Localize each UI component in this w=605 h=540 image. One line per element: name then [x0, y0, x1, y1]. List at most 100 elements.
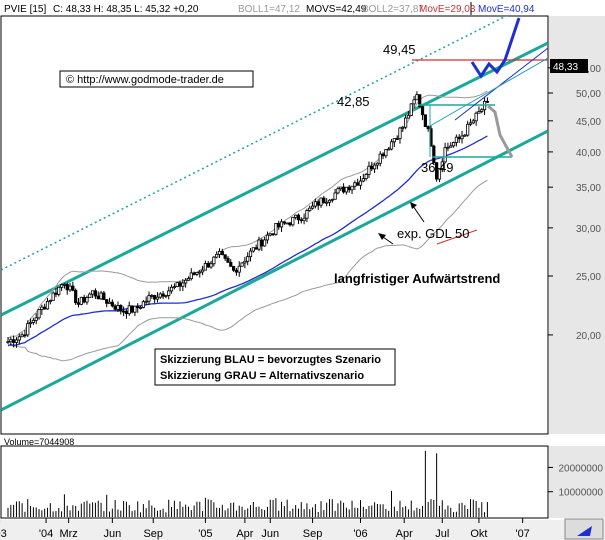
- moving-average-line: [7, 135, 488, 347]
- time-tick-label: Okt: [470, 528, 487, 540]
- candle-body: [341, 186, 346, 193]
- candle-body: [82, 296, 86, 303]
- volume-axis-panel: [549, 446, 605, 518]
- candle-body: [223, 254, 227, 259]
- candle-body: [381, 153, 385, 157]
- candle-body: [48, 300, 52, 302]
- candle-body: [113, 305, 117, 310]
- blue-fan-line-2: [429, 57, 548, 127]
- candle-body: [91, 290, 95, 295]
- header-move-41: MovE=40,94: [478, 4, 535, 15]
- bollinger-upper: [7, 90, 488, 340]
- candle-body: [395, 138, 399, 140]
- candle-body: [319, 197, 323, 206]
- candle-body: [175, 282, 179, 287]
- candle-body: [119, 305, 123, 312]
- volume-bars: [7, 450, 488, 517]
- candle-body: [248, 250, 253, 258]
- candle-body: [302, 217, 306, 222]
- candle-body: [372, 164, 377, 170]
- candle-body: [12, 339, 16, 343]
- candle-body: [240, 262, 244, 267]
- candle-body: [268, 233, 272, 236]
- candle-body: [99, 292, 103, 300]
- volume-tick-label: 20000000: [559, 463, 604, 474]
- time-tick-label: Sep: [303, 528, 323, 540]
- candle-body: [57, 286, 61, 295]
- time-tick-label: Jun: [261, 528, 279, 540]
- bollinger-lower: [7, 179, 488, 362]
- candle-body: [110, 301, 114, 307]
- candle-body: [203, 263, 207, 271]
- scroll-arrow-icon[interactable]: [577, 526, 592, 536]
- time-tick-label: '03: [0, 528, 7, 540]
- candle-body: [209, 263, 213, 268]
- candle-body: [260, 239, 264, 247]
- candle-body: [17, 336, 21, 341]
- candle-body: [418, 94, 422, 108]
- time-tick-label: Mrz: [59, 528, 77, 540]
- price-tick-label: 20,00: [576, 331, 601, 342]
- candle-body: [409, 103, 413, 116]
- candle-body: [189, 272, 193, 280]
- price-tick-label: 45,00: [576, 117, 601, 128]
- candle-body: [20, 334, 24, 338]
- candle-body: [251, 247, 255, 252]
- candle-body: [398, 127, 402, 140]
- price-plot: [1, 16, 548, 412]
- candle-body: [246, 256, 250, 262]
- candle-body: [65, 283, 69, 291]
- label-mid: 42,85: [337, 94, 370, 109]
- candle-body: [412, 99, 416, 105]
- candle-body: [161, 293, 165, 297]
- label-high: 49,45: [383, 42, 416, 57]
- volume-axis-ticks: 10000000 20000000: [548, 463, 604, 499]
- candle-body: [31, 319, 35, 323]
- candle-body: [387, 148, 391, 151]
- candle-body: [147, 295, 151, 302]
- volume-label: Volume=7044908: [4, 437, 74, 447]
- candle-body: [449, 145, 453, 148]
- candle-body: [432, 145, 436, 164]
- scenario-line-gray: Skizzierung GRAU = Alternativszenario: [160, 370, 364, 382]
- candle-body: [327, 199, 332, 203]
- candle-body: [347, 186, 351, 191]
- blue-scenario-path: [470, 17, 521, 79]
- candle-body: [150, 295, 154, 297]
- scenario-line-blue: Skizzierung BLAU = bevorzugtes Szenario: [160, 354, 381, 366]
- time-tick-label: '07: [515, 528, 529, 540]
- candle-body: [138, 307, 143, 309]
- candle-body: [420, 106, 425, 116]
- candle-body: [212, 256, 216, 265]
- candle-body: [378, 153, 382, 164]
- time-axis-panel: [0, 520, 605, 540]
- candle-body: [124, 310, 129, 315]
- header-ticker: PVIE [15]: [4, 4, 46, 15]
- candle-body: [133, 305, 137, 313]
- candle-body: [389, 141, 394, 150]
- scroll-button[interactable]: [564, 518, 604, 540]
- candle-body: [463, 134, 467, 137]
- candles: [6, 91, 490, 348]
- candle-body: [358, 180, 363, 186]
- trend-arrow-line: [382, 236, 394, 245]
- candle-body: [107, 301, 112, 304]
- candle-body: [474, 112, 478, 122]
- candle-body: [426, 126, 430, 130]
- candle-body: [141, 301, 145, 308]
- candle-body: [51, 292, 55, 301]
- candle-body: [468, 122, 473, 125]
- time-tick-label: '04: [39, 528, 53, 540]
- candle-body: [370, 165, 374, 170]
- candle-body: [164, 295, 168, 297]
- header-boll1: BOLL1=47,12: [238, 4, 300, 15]
- candle-body: [336, 188, 340, 194]
- time-tick-label: Sep: [143, 528, 163, 540]
- time-tick-label: Apr: [236, 528, 253, 540]
- candle-body: [406, 115, 411, 119]
- candle-body: [274, 222, 278, 235]
- candle-body: [330, 198, 334, 201]
- candle-body: [62, 283, 67, 286]
- candle-body: [144, 300, 148, 303]
